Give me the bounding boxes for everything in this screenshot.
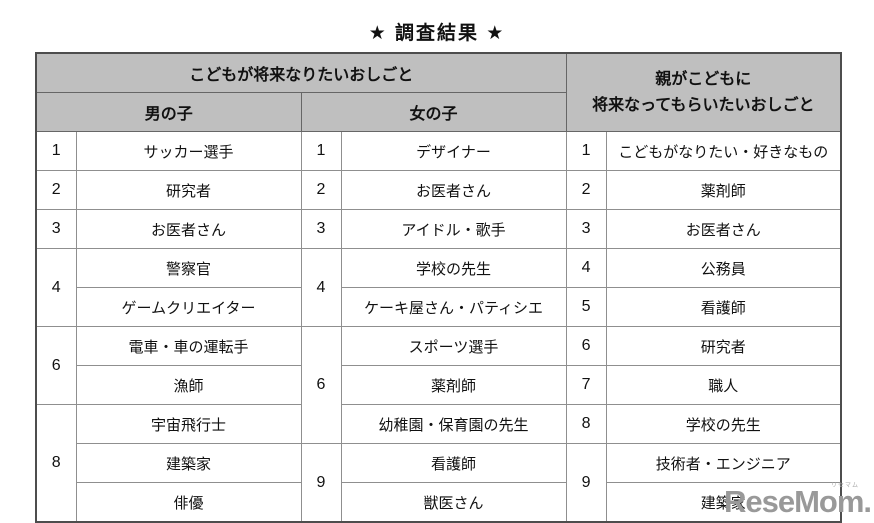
parents-job-cell: 研究者 bbox=[605, 326, 842, 366]
boys-rank-cell: 1 bbox=[35, 131, 77, 171]
survey-results-table: こどもが将来なりたいおしごと 親がこどもに 将来なってもらいたいおしごと 男の子… bbox=[35, 52, 843, 523]
boys-rank-cell: 3 bbox=[35, 209, 77, 249]
boys-rank-cell: 8 bbox=[35, 404, 77, 523]
girls-job-cell: 薬剤師 bbox=[340, 365, 567, 405]
table-row: ゲームクリエイター ケーキ屋さん・パティシエ 5 看護師 bbox=[36, 287, 842, 327]
parents-rank-cell: 7 bbox=[565, 365, 607, 405]
header-boys: 男の子 bbox=[35, 92, 302, 132]
table-row: 4 警察官 4 学校の先生 4 公務員 bbox=[35, 248, 842, 327]
boys-job-cell: 警察官 bbox=[75, 248, 302, 288]
boys-rank-cell: 2 bbox=[35, 170, 77, 210]
resemom-logo-ruby: リセマム bbox=[830, 483, 859, 489]
boys-job-cell: 俳優 bbox=[75, 482, 302, 523]
girls-job-cell: 幼稚園・保育園の先生 bbox=[340, 404, 567, 444]
boys-job-cell: お医者さん bbox=[75, 209, 302, 249]
parents-rank-cell: 4 bbox=[565, 248, 607, 288]
girls-job-cell: アイドル・歌手 bbox=[340, 209, 567, 249]
girls-job-cell: お医者さん bbox=[340, 170, 567, 210]
girls-job-cell: 看護師 bbox=[340, 443, 567, 483]
boys-job-cell: 電車・車の運転手 bbox=[75, 326, 302, 366]
header-girls: 女の子 bbox=[300, 92, 567, 132]
table-row: 建築家 9 看護師 9 技術者・エンジニア bbox=[36, 443, 842, 523]
boys-rank-cell: 6 bbox=[35, 326, 77, 405]
parents-job-cell: 公務員 bbox=[605, 248, 842, 288]
table-row: 6 電車・車の運転手 6 スポーツ選手 6 研究者 bbox=[35, 326, 842, 444]
table-row: 2 研究者 2 お医者さん 2 薬剤師 bbox=[35, 170, 842, 210]
parents-job-cell: 学校の先生 bbox=[605, 404, 842, 444]
parents-rank-cell: 6 bbox=[565, 326, 607, 366]
table-row: 8 宇宙飛行士 幼稚園・保育園の先生 8 学校の先生 bbox=[35, 404, 842, 523]
parents-job-cell: 建築家 bbox=[605, 482, 842, 523]
girls-rank-cell: 4 bbox=[300, 248, 342, 327]
girls-job-cell: デザイナー bbox=[340, 131, 567, 171]
header-parents-title: 親がこどもに 将来なってもらいたいおしごと bbox=[565, 52, 842, 132]
parents-job-cell: こどもがなりたい・好きなもの bbox=[605, 131, 842, 171]
boys-job-cell: 研究者 bbox=[75, 170, 302, 210]
girls-rank-cell: 3 bbox=[300, 209, 342, 249]
parents-job-cell: お医者さん bbox=[605, 209, 842, 249]
boys-rank-cell: 4 bbox=[35, 248, 77, 327]
girls-job-cell: 学校の先生 bbox=[340, 248, 567, 288]
resemom-logo-text: ReseMom. bbox=[723, 484, 872, 519]
girls-rank-cell: 1 bbox=[300, 131, 342, 171]
parents-rank-cell: 2 bbox=[565, 170, 607, 210]
girls-job-cell: ケーキ屋さん・パティシエ bbox=[340, 287, 567, 327]
table-row: 3 お医者さん 3 アイドル・歌手 3 お医者さん bbox=[35, 209, 842, 249]
parents-rank-cell: 3 bbox=[565, 209, 607, 249]
parents-job-cell: 技術者・エンジニア bbox=[605, 443, 842, 483]
table-row: 漁師 薬剤師 7 職人 bbox=[36, 365, 842, 405]
girls-rank-cell: 6 bbox=[300, 326, 342, 444]
parents-rank-cell: 1 bbox=[565, 131, 607, 171]
parents-rank-cell: 9 bbox=[565, 443, 607, 523]
table-row: 1 サッカー選手 1 デザイナー 1 こどもがなりたい・好きなもの bbox=[35, 131, 842, 171]
boys-job-cell: 漁師 bbox=[75, 365, 302, 405]
header-parents-line1: 親がこどもに bbox=[655, 70, 752, 88]
parents-job-cell: 薬剤師 bbox=[605, 170, 842, 210]
resemom-watermark: ReseMom. リセマム bbox=[723, 483, 872, 519]
boys-job-cell: サッカー選手 bbox=[75, 131, 302, 171]
girls-rank-cell: 9 bbox=[300, 443, 342, 523]
girls-rank-cell: 2 bbox=[300, 170, 342, 210]
page-title: ★ 調査結果 ★ bbox=[368, 23, 506, 44]
boys-job-cell: ゲームクリエイター bbox=[75, 287, 302, 327]
parents-job-cell: 看護師 bbox=[605, 287, 842, 327]
girls-job-cell: 獣医さん bbox=[340, 482, 567, 523]
header-children-title: こどもが将来なりたいおしごと bbox=[35, 52, 567, 93]
table-row: 俳優 獣医さん 建築家 bbox=[36, 482, 842, 523]
boys-job-cell: 宇宙飛行士 bbox=[75, 404, 302, 444]
parents-job-cell: 職人 bbox=[605, 365, 842, 405]
parents-rank-cell: 5 bbox=[565, 287, 607, 327]
girls-job-cell: スポーツ選手 bbox=[340, 326, 567, 366]
boys-job-cell: 建築家 bbox=[75, 443, 302, 483]
header-parents-line2: 将来なってもらいたいおしごと bbox=[592, 96, 815, 114]
parents-rank-cell: 8 bbox=[565, 404, 607, 444]
